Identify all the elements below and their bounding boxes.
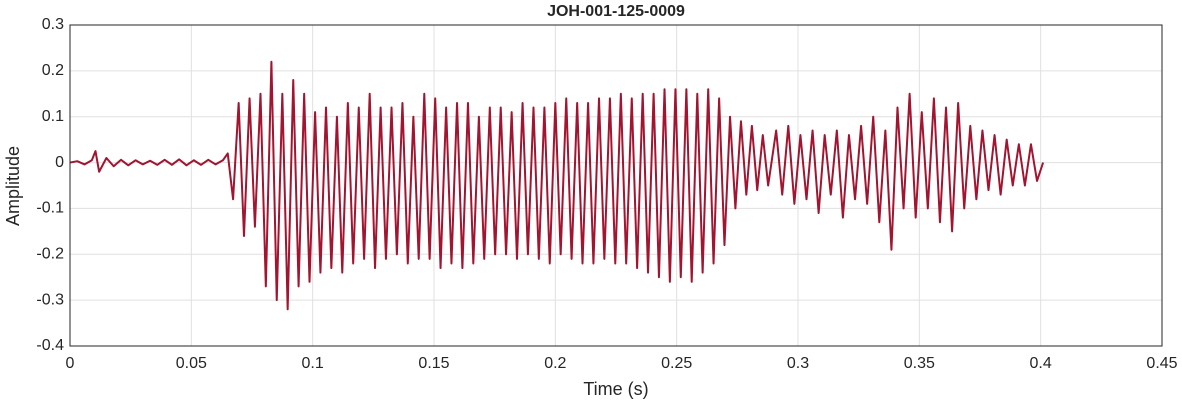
x-tick-label: 0.25	[661, 355, 692, 372]
waveform-line	[69, 60, 1045, 311]
y-tick-label: -0.4	[36, 337, 64, 354]
x-tick-label: 0.2	[544, 355, 566, 372]
x-tick-label: 0.3	[787, 355, 809, 372]
y-tick-label: -0.3	[36, 291, 64, 308]
y-tick-label: 0.1	[42, 108, 64, 125]
x-axis-label: Time (s)	[583, 379, 648, 399]
x-tick-label: 0.4	[1030, 355, 1052, 372]
x-tick-label: 0.45	[1146, 355, 1177, 372]
chart-title: JOH-001-125-0009	[547, 3, 685, 20]
x-tick-label: 0.05	[176, 355, 207, 372]
x-tick-label: 0.15	[418, 355, 449, 372]
x-tick-label: 0.35	[904, 355, 935, 372]
y-tick-label: -0.2	[36, 246, 64, 263]
y-tick-label: 0.3	[42, 16, 64, 33]
axes-box	[69, 24, 1163, 347]
y-tick-label: 0	[55, 154, 64, 171]
x-tick-label: 0.1	[302, 355, 324, 372]
x-tick-label: 0	[66, 355, 75, 372]
y-tick-label: -0.1	[36, 200, 64, 217]
y-axis-label: Amplitude	[3, 146, 23, 226]
y-tick-label: 0.2	[42, 62, 64, 79]
